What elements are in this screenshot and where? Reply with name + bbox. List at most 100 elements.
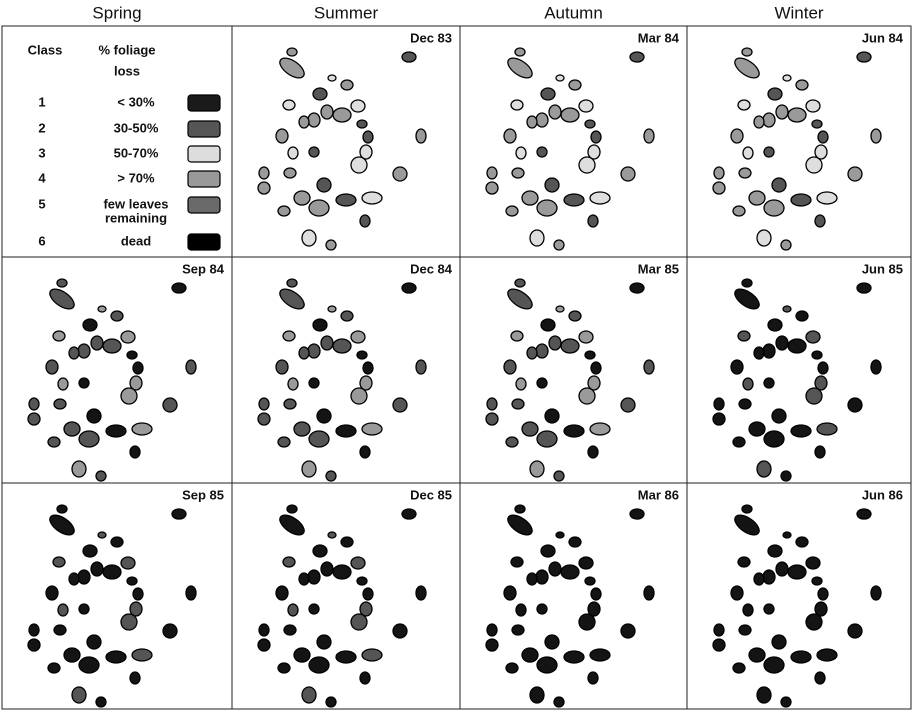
tree-crown xyxy=(742,48,752,56)
tree-crown xyxy=(416,586,426,600)
tree-crown xyxy=(487,624,497,636)
tree-crown xyxy=(360,672,370,684)
tree-crown xyxy=(549,336,561,350)
tree-crown xyxy=(393,624,407,638)
tree-crown xyxy=(328,532,336,538)
tree-crown xyxy=(511,557,523,567)
tree-crown xyxy=(363,362,373,374)
tree-crown xyxy=(806,614,822,630)
tree-crown xyxy=(96,697,106,707)
tree-crown xyxy=(731,129,743,143)
tree-crown xyxy=(564,651,584,663)
tree-crown xyxy=(579,331,593,343)
tree-crown xyxy=(357,351,367,359)
tree-crown xyxy=(506,437,518,447)
tree-crown xyxy=(172,509,186,519)
tree-crown xyxy=(537,657,557,673)
tree-crown xyxy=(536,570,548,584)
tree-crown xyxy=(537,378,547,388)
tree-crown xyxy=(103,565,121,579)
crown-map xyxy=(713,279,881,481)
tree-crown xyxy=(308,113,320,127)
tree-crown xyxy=(630,509,644,519)
tree-crown xyxy=(91,562,103,576)
tree-crown xyxy=(537,147,547,157)
tree-crown xyxy=(579,557,593,569)
tree-crown xyxy=(754,347,764,359)
tree-crown xyxy=(416,129,426,143)
tree-crown xyxy=(309,200,329,216)
tree-crown xyxy=(277,54,308,82)
tree-crown xyxy=(590,192,610,204)
tree-crown xyxy=(486,182,498,194)
tree-crown xyxy=(545,409,559,423)
legend-class: 1 xyxy=(38,94,45,109)
tree-crown xyxy=(47,511,78,539)
legend-loss-header: loss xyxy=(114,63,140,78)
legend-label: < 30% xyxy=(117,94,155,109)
tree-crown xyxy=(321,336,333,350)
tree-crown xyxy=(341,80,353,90)
legend-class: 5 xyxy=(38,196,45,211)
tree-crown xyxy=(621,398,635,412)
tree-crown xyxy=(69,573,79,585)
tree-crown xyxy=(53,331,65,341)
tree-crown xyxy=(768,319,782,331)
legend-loss-header: % foliage xyxy=(98,42,155,57)
tree-crown xyxy=(743,147,753,159)
panel-date: Mar 86 xyxy=(638,487,679,502)
tree-crown xyxy=(527,116,537,128)
tree-crown xyxy=(776,562,788,576)
tree-crown xyxy=(585,577,595,585)
tree-crown xyxy=(309,431,329,447)
tree-crown xyxy=(57,279,67,287)
tree-crown xyxy=(163,624,177,638)
tree-crown xyxy=(754,573,764,585)
tree-crown xyxy=(299,347,309,359)
tree-crown xyxy=(402,283,416,293)
tree-crown xyxy=(512,399,524,409)
panel-date: Mar 84 xyxy=(638,30,680,45)
tree-crown xyxy=(561,339,579,353)
tree-crown xyxy=(630,283,644,293)
tree-crown xyxy=(277,285,308,313)
tree-crown xyxy=(731,586,743,600)
tree-crown xyxy=(788,339,806,353)
legend-label: 50-70% xyxy=(114,145,159,160)
tree-crown xyxy=(363,131,373,143)
tree-crown xyxy=(357,577,367,585)
tree-crown xyxy=(585,351,595,359)
tree-crown xyxy=(791,425,811,437)
tree-crown xyxy=(591,131,601,143)
tree-crown xyxy=(527,347,537,359)
tree-crown xyxy=(812,351,822,359)
legend-label: > 70% xyxy=(117,170,155,185)
tree-crown xyxy=(287,505,297,513)
tree-crown xyxy=(321,105,333,119)
tree-crown xyxy=(336,651,356,663)
tree-crown xyxy=(287,48,297,56)
panel-date: Dec 83 xyxy=(410,30,452,45)
tree-crown xyxy=(294,422,310,436)
tree-crown xyxy=(127,577,137,585)
column-header: Winter xyxy=(774,3,823,22)
legend-class: 2 xyxy=(38,120,45,135)
tree-crown xyxy=(739,168,751,178)
tree-crown xyxy=(511,331,523,341)
legend-swatch xyxy=(188,146,220,162)
tree-crown xyxy=(817,649,837,661)
tree-crown xyxy=(64,422,80,436)
tree-crown xyxy=(313,319,327,331)
tree-crown xyxy=(556,75,564,81)
tree-crown xyxy=(360,215,370,227)
tree-crown xyxy=(815,446,825,458)
tree-crown xyxy=(644,586,654,600)
tree-crown xyxy=(713,413,725,425)
tree-crown xyxy=(857,509,871,519)
tree-crown xyxy=(713,182,725,194)
tree-crown xyxy=(278,206,290,216)
tree-crown xyxy=(763,344,775,358)
tree-crown xyxy=(284,399,296,409)
tree-crown xyxy=(299,573,309,585)
tree-crown xyxy=(98,532,106,538)
